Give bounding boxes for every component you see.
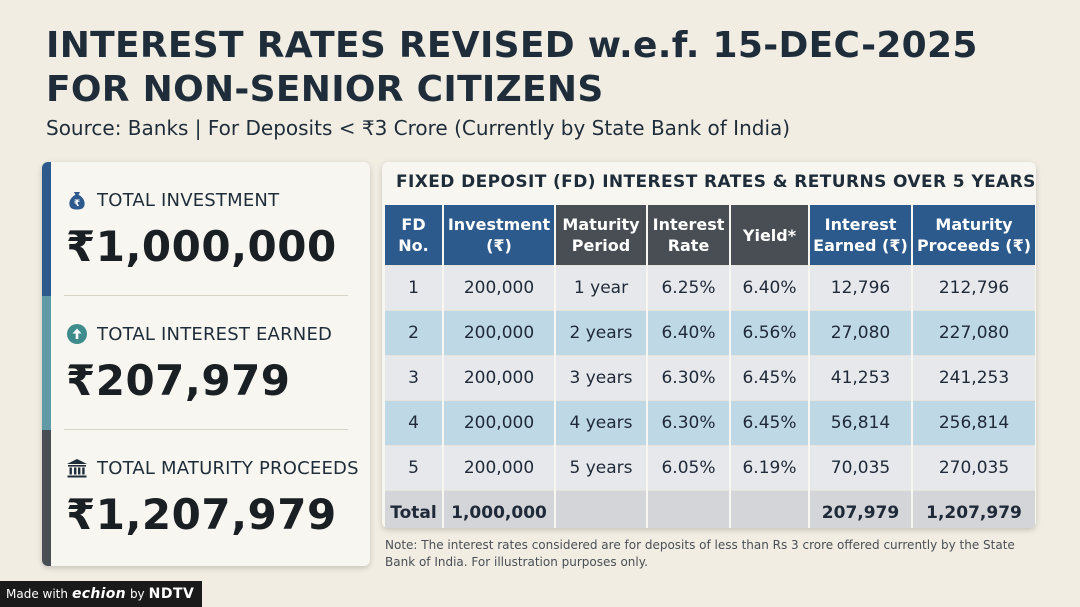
total-maturity-card: TOTAL MATURITY PROCEEDS ₹1,207,979	[42, 430, 370, 566]
table-cell: 1 year	[555, 265, 648, 311]
ndtv-logo: NDTV	[148, 586, 195, 602]
table-cell: 6.30%	[647, 400, 731, 446]
table-cell: 200,000	[443, 265, 556, 311]
table-cell: 200,000	[443, 355, 556, 401]
table-cell: 5 years	[555, 445, 648, 491]
table-cell: 270,035	[912, 445, 1035, 491]
table-cell: 12,796	[809, 265, 913, 311]
card-value: ₹1,207,979	[66, 490, 337, 539]
total-label: Total	[385, 490, 444, 528]
table-title: FIXED DEPOSIT (FD) INTEREST RATES & RETU…	[396, 172, 1036, 192]
table-header-row: FD No. Investment (₹) Maturity Period Inter…	[385, 205, 1035, 266]
table-cell: 6.56%	[730, 310, 810, 356]
title-line-2: FOR NON-SENIOR CITIZENS	[46, 69, 604, 110]
card-label: TOTAL MATURITY PROCEEDS	[97, 457, 359, 479]
bank-icon	[66, 457, 88, 479]
title-line-1: INTEREST RATES REVISED w.e.f. 15-DEC-202…	[46, 25, 978, 66]
header-maturity-proceeds: Maturity Proceeds (₹)	[912, 205, 1035, 266]
card-accent-bar	[42, 296, 51, 430]
summary-panel: ₹ TOTAL INVESTMENT ₹1,000,000 TOTAL INTE…	[42, 162, 370, 566]
header-interest-earned: Interest Earned (₹)	[809, 205, 913, 266]
made-with-text: Made with	[6, 587, 68, 601]
table-cell: 1	[385, 265, 444, 311]
header-investment: Investment (₹)	[443, 205, 556, 266]
total-investment: 1,000,000	[443, 490, 556, 528]
table-cell: 70,035	[809, 445, 913, 491]
table-cell: 4 years	[555, 400, 648, 446]
table-cell: 227,080	[912, 310, 1035, 356]
table-row: 1 200,000 1 year 6.25% 6.40% 12,796 212,…	[385, 265, 1035, 311]
header-interest-rate: Interest Rate	[647, 205, 731, 266]
table-cell: 6.05%	[647, 445, 731, 491]
table-row: 5 200,000 5 years 6.05% 6.19% 70,035 270…	[385, 445, 1035, 491]
divider	[64, 429, 348, 430]
table-cell: 6.19%	[730, 445, 810, 491]
footnote: Note: The interest rates considered are …	[385, 538, 1015, 569]
header-maturity-period: Maturity Period	[555, 205, 648, 266]
subtitle: Source: Banks | For Deposits < ₹3 Crore …	[46, 116, 791, 140]
table-cell: 200,000	[443, 400, 556, 446]
table-cell: 41,253	[809, 355, 913, 401]
card-label: TOTAL INTEREST EARNED	[97, 323, 333, 345]
table-cell: 27,080	[809, 310, 913, 356]
by-text: by	[129, 587, 145, 601]
table-cell: 241,253	[912, 355, 1035, 401]
table-cell: 212,796	[912, 265, 1035, 311]
table-row: 2 200,000 2 years 6.40% 6.56% 27,080 227…	[385, 310, 1035, 356]
table-cell: 6.45%	[730, 355, 810, 401]
table-cell	[647, 490, 731, 528]
fd-table: FD No. Investment (₹) Maturity Period Inter…	[385, 205, 1035, 528]
page-title: INTEREST RATES REVISED w.e.f. 15-DEC-202…	[46, 24, 978, 112]
table-cell: 6.30%	[647, 355, 731, 401]
table-cell: 3	[385, 355, 444, 401]
table-cell: 6.40%	[730, 265, 810, 311]
card-value: ₹1,000,000	[66, 222, 337, 271]
table-cell	[730, 490, 810, 528]
table-row: 3 200,000 3 years 6.30% 6.45% 41,253 241…	[385, 355, 1035, 401]
table-cell: 6.45%	[730, 400, 810, 446]
table-cell: 200,000	[443, 310, 556, 356]
table-cell: 2 years	[555, 310, 648, 356]
table-cell: 6.40%	[647, 310, 731, 356]
table-cell: 4	[385, 400, 444, 446]
header-yield: Yield*	[730, 205, 810, 266]
table-row: 4 200,000 4 years 6.30% 6.45% 56,814 256…	[385, 400, 1035, 446]
table-cell: 5	[385, 445, 444, 491]
table-cell: 6.25%	[647, 265, 731, 311]
card-value: ₹207,979	[66, 356, 291, 405]
card-accent-bar	[42, 430, 51, 566]
table-cell: 2	[385, 310, 444, 356]
echion-logo: echion	[71, 586, 126, 602]
money-bag-icon: ₹	[66, 189, 88, 211]
divider	[64, 295, 348, 296]
table-cell	[555, 490, 648, 528]
table-cell: 200,000	[443, 445, 556, 491]
table-cell: 56,814	[809, 400, 913, 446]
card-accent-bar	[42, 162, 51, 296]
total-investment-card: ₹ TOTAL INVESTMENT ₹1,000,000	[42, 162, 370, 296]
total-row: Total 1,000,000 207,979 1,207,979	[385, 490, 1035, 528]
arrow-up-circle-icon	[66, 323, 88, 345]
fd-table-panel: FIXED DEPOSIT (FD) INTEREST RATES & RETU…	[382, 162, 1036, 528]
card-label: TOTAL INVESTMENT	[97, 189, 280, 211]
header-fd-no: FD No.	[385, 205, 444, 266]
table-cell: 3 years	[555, 355, 648, 401]
made-with-badge: Made with echion by NDTV	[0, 581, 203, 607]
svg-text:₹: ₹	[74, 199, 80, 209]
table-cell: 256,814	[912, 400, 1035, 446]
total-maturity-proceeds: 1,207,979	[912, 490, 1035, 528]
total-interest-earned: 207,979	[809, 490, 913, 528]
total-interest-card: TOTAL INTEREST EARNED ₹207,979	[42, 296, 370, 430]
